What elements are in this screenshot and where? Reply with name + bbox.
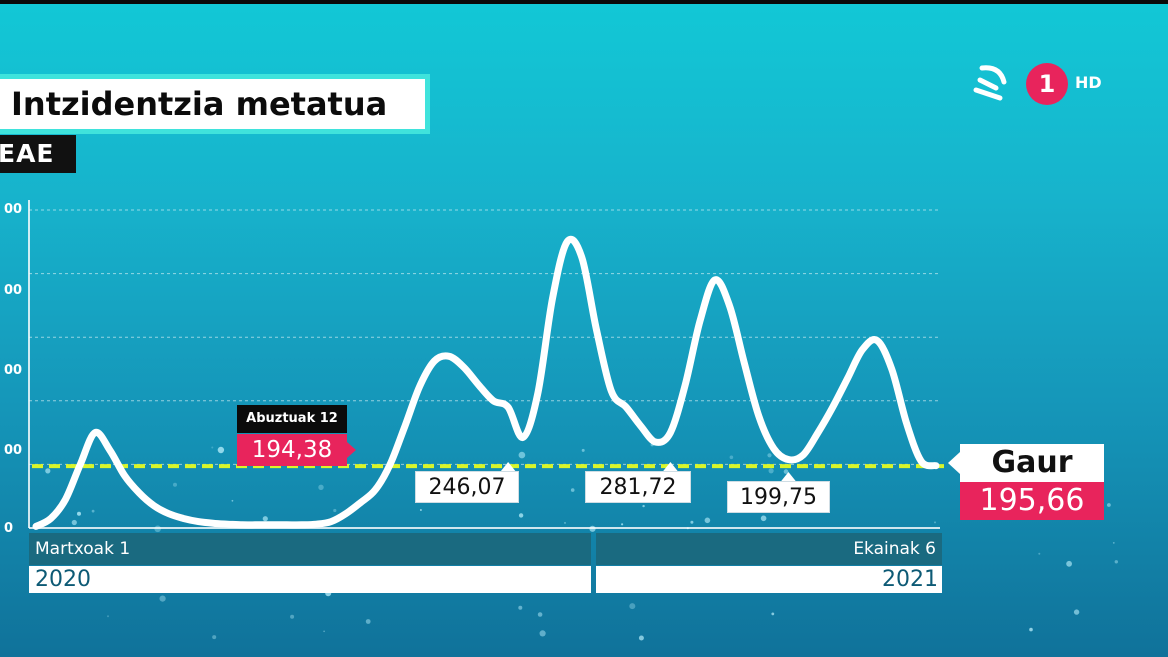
particle [570,488,575,492]
particle [71,519,77,526]
particle [771,612,775,616]
particle [729,455,734,460]
particle [1038,552,1041,555]
particle [690,520,694,524]
region-label: EAE [0,139,55,168]
y-tick-label: 00 [4,363,23,378]
particle [564,522,566,524]
hd-label: HD [1075,73,1102,92]
particle [91,509,95,513]
trough-pointer [780,472,797,482]
signal-swirl-icon [973,65,1007,101]
particle [768,468,774,474]
trough-pointer [662,462,679,472]
particle [419,509,422,511]
chart-title: Intzidentzia metatua [11,85,388,123]
particle [159,595,166,602]
particle [323,630,325,633]
particle [262,516,268,522]
x-end-date: Ekainak 6 [596,533,942,565]
today-value: 195,66 [960,482,1104,520]
today-pointer [948,452,960,474]
particle [783,469,789,474]
particle [518,513,524,518]
particle [211,446,214,449]
incidence-curve [32,235,940,530]
title-box: Intzidentzia metatua [0,74,430,134]
particle [333,508,337,513]
particle [290,614,295,619]
particle [767,453,772,458]
x-end-year: 2021 [596,566,942,593]
particle [1107,503,1111,507]
particle [581,448,585,452]
particle [629,603,636,610]
trough-pointer [500,462,517,472]
particle [1073,609,1080,615]
callout-value-label: 194,38 [237,434,347,466]
particle [1066,560,1072,567]
particle [518,605,523,610]
particle [365,619,371,624]
particle [318,484,324,490]
particle [45,468,51,474]
y-tick-label: 00 [4,443,23,458]
particle [642,504,645,508]
particle [1114,560,1119,564]
x-start-date: Martxoak 1 [29,533,591,565]
particle [518,451,526,459]
y-tick-label: 0 [4,521,14,536]
particle [539,630,546,637]
trough-value-label: 246,07 [415,471,519,503]
channel-logo [973,63,1068,105]
channel-number: 1 [1038,70,1056,98]
callout-pointer [347,442,356,458]
trough-value-label: 281,72 [585,471,691,503]
particle [638,635,644,641]
particle [621,523,624,526]
region-badge: EAE [0,135,76,173]
y-tick-label: 00 [4,283,23,298]
particle [231,499,234,502]
particle [1112,542,1115,544]
particle [212,635,217,640]
trough-value-label: 199,75 [727,481,830,513]
particle [173,482,177,487]
callout-date-label: Abuztuak 12 [237,405,347,433]
particle [537,612,543,617]
particle [704,517,711,524]
particle [77,511,81,516]
x-start-year: 2020 [29,566,591,593]
top-border [0,0,1168,4]
particle [760,515,767,522]
gridlines [29,209,940,465]
particle [107,615,109,618]
particle [217,446,225,454]
callout-pointers [347,442,960,482]
today-label: Gaur [960,444,1104,482]
channel-number-circle [1026,63,1068,105]
y-tick-label: 00 [4,202,23,217]
particle [934,521,936,524]
particle [1029,627,1033,632]
